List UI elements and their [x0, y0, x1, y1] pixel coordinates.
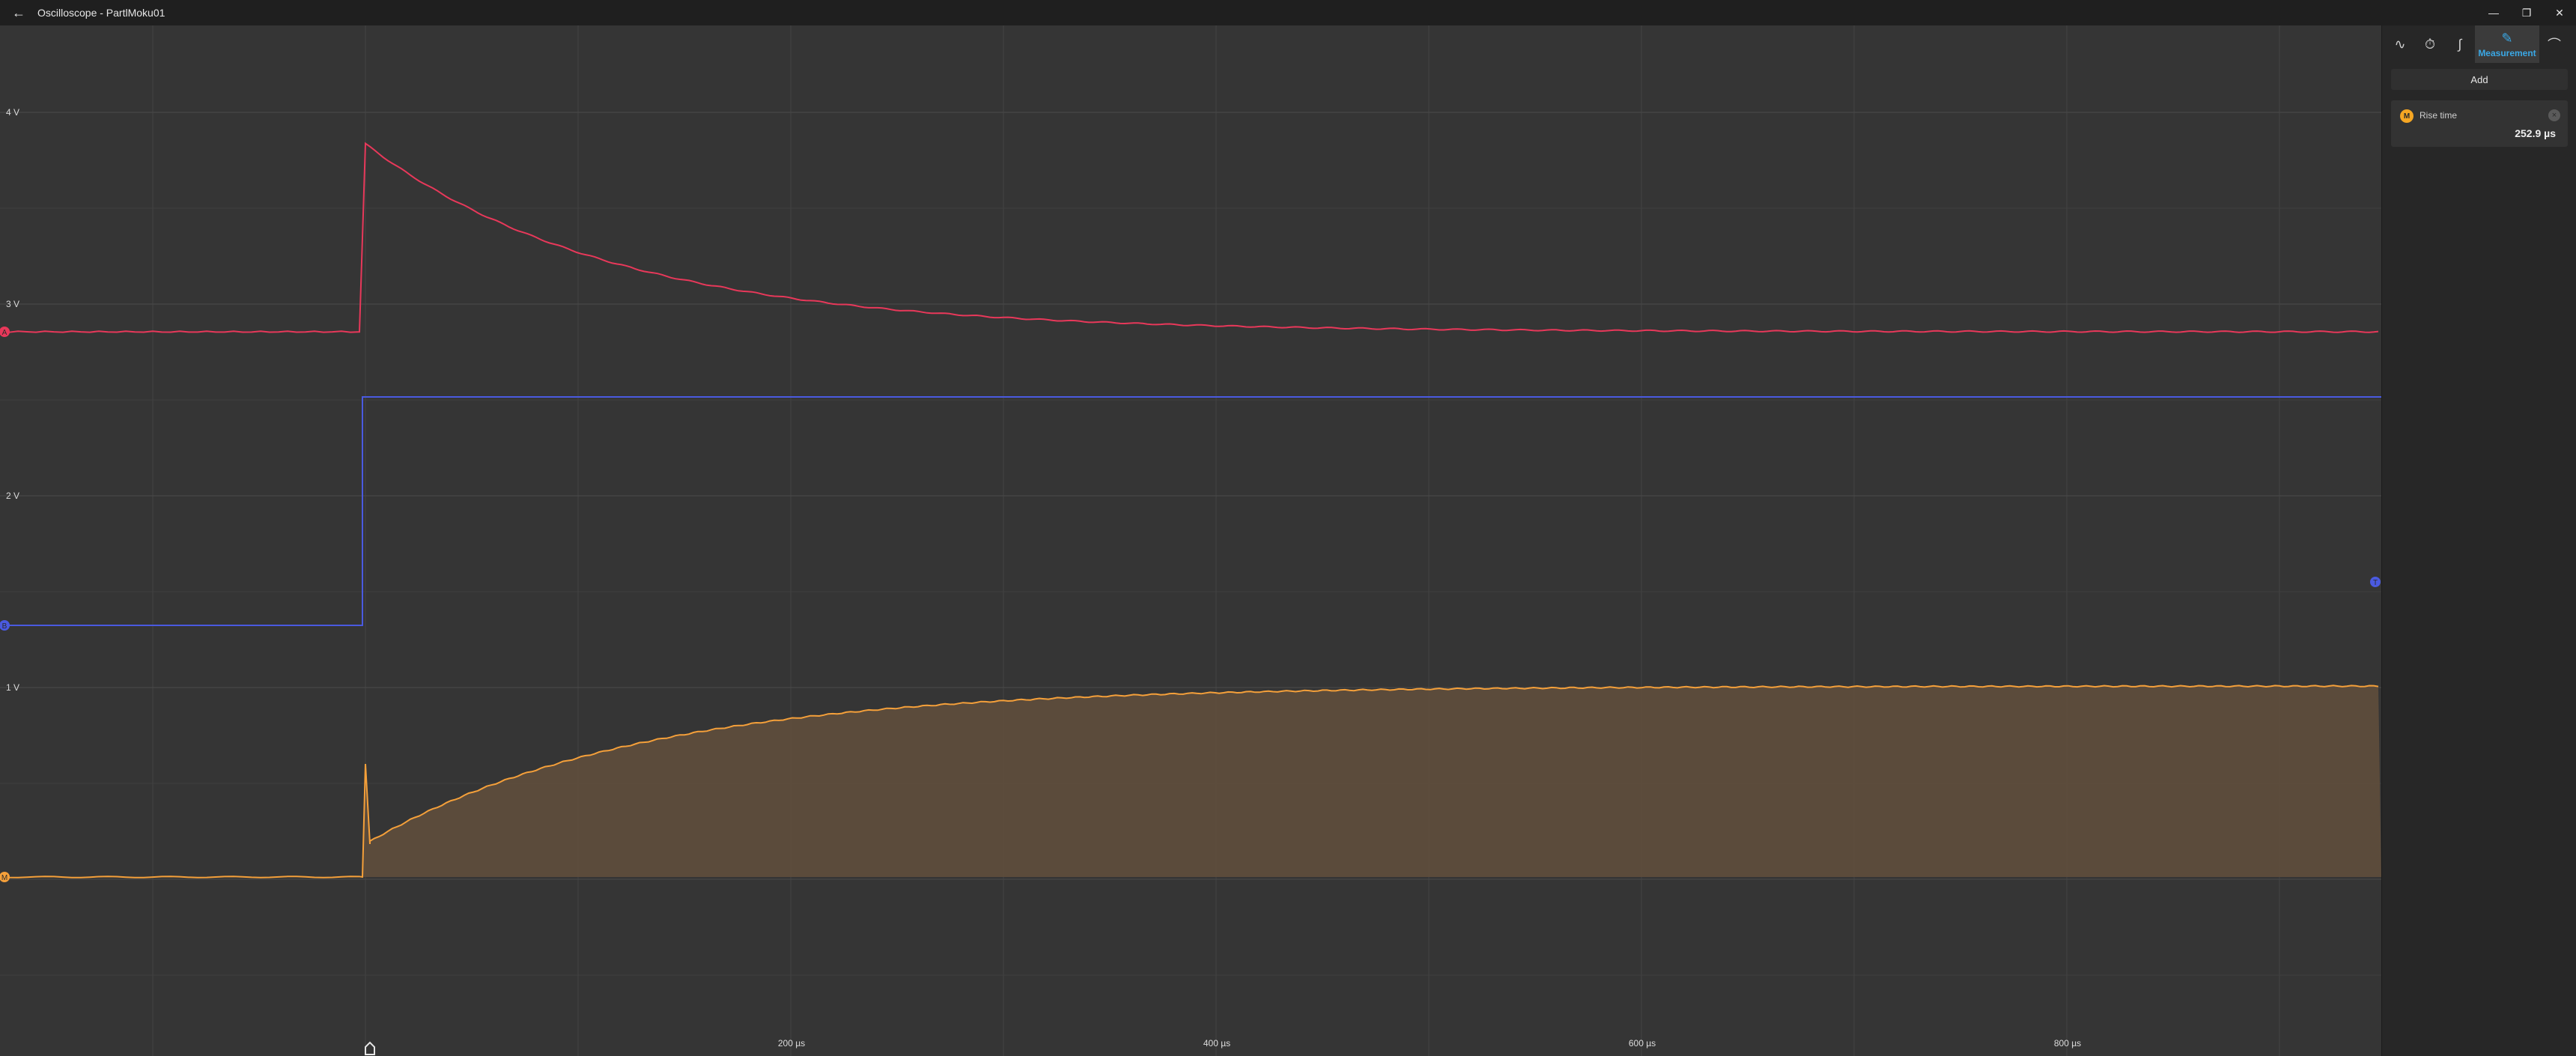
gauge-icon: ⌒	[2548, 37, 2561, 52]
window-title: Oscilloscope - PartlMoku01	[37, 7, 165, 19]
add-measurement-button[interactable]: Add	[2391, 69, 2568, 90]
trigger-level-marker-label: T	[2373, 579, 2378, 587]
y-label-1v: 1 V	[6, 682, 20, 693]
timer-icon: ⏱	[2424, 36, 2436, 52]
measurement-card[interactable]: M Rise time × 252.9 µs	[2391, 100, 2568, 147]
tab-timebase[interactable]: ⏱	[2415, 25, 2445, 63]
panel-tabs: ∿ ⏱ ∫ ✎ Measurement ⌒	[2382, 25, 2576, 63]
measurement-name: Rise time	[2419, 110, 2458, 121]
x-label-200us: 200 µs	[777, 1038, 806, 1049]
tab-acquisition[interactable]: ⌒	[2539, 25, 2569, 63]
window-controls: — ❐ ✕	[2477, 0, 2576, 25]
channel-b-trace	[0, 396, 2381, 626]
x-label-800us: 800 µs	[2053, 1038, 2082, 1049]
grid	[0, 25, 2381, 1056]
y-label-3v: 3 V	[6, 299, 20, 309]
x-label-600us: 600 µs	[1628, 1038, 1656, 1049]
measurement-value: 252.9 µs	[2515, 127, 2556, 139]
measurement-ruler-icon: ✎	[2501, 30, 2513, 46]
title-bar: ← Oscilloscope - PartlMoku01 — ❐ ✕	[0, 0, 2576, 25]
math-channel-trace	[0, 685, 2379, 879]
math-channel-marker-label: M	[1, 874, 7, 882]
tab-measurement[interactable]: ✎ Measurement	[2475, 25, 2539, 63]
tab-trigger[interactable]: ∫	[2445, 25, 2475, 63]
math-channel-marker[interactable]: M	[0, 872, 10, 882]
oscilloscope-plot[interactable]: A B M T 4 V 3 V 2 V 1 V 200 µs 400 µs 60…	[0, 25, 2381, 1056]
channel-b-marker-label: B	[2, 622, 7, 631]
maximize-button[interactable]: ❐	[2521, 6, 2532, 19]
y-label-2v: 2 V	[6, 491, 20, 501]
channel-a-marker[interactable]: A	[0, 327, 10, 337]
trigger-edge-icon: ∫	[2458, 36, 2462, 52]
channel-a-trace	[0, 142, 2379, 333]
side-panel: ∿ ⏱ ∫ ✎ Measurement ⌒ Add M Rise time × …	[2381, 25, 2576, 1056]
minimize-button[interactable]: —	[2488, 7, 2499, 19]
channel-b-marker[interactable]: B	[0, 620, 10, 631]
x-label-400us: 400 µs	[1203, 1038, 1231, 1049]
trigger-level-marker[interactable]: T	[2370, 577, 2381, 587]
close-button[interactable]: ✕	[2555, 6, 2564, 19]
measurement-source-badge: M	[2400, 109, 2414, 123]
y-label-4v: 4 V	[6, 107, 20, 118]
plot-canvas[interactable]: A B M T	[0, 25, 2381, 1056]
tab-measurement-label: Measurement	[2478, 47, 2536, 58]
tab-channels[interactable]: ∿	[2385, 25, 2415, 63]
channel-a-marker-label: A	[2, 329, 7, 337]
sine-wave-icon: ∿	[2394, 36, 2406, 52]
arrow-left-icon: ←	[12, 4, 25, 20]
remove-measurement-button[interactable]: ×	[2548, 109, 2560, 121]
back-button[interactable]: ←	[0, 0, 37, 25]
math-channel-fill	[362, 685, 2381, 877]
trigger-time-marker-icon[interactable]	[365, 1041, 375, 1055]
close-icon: ×	[2551, 111, 2557, 120]
